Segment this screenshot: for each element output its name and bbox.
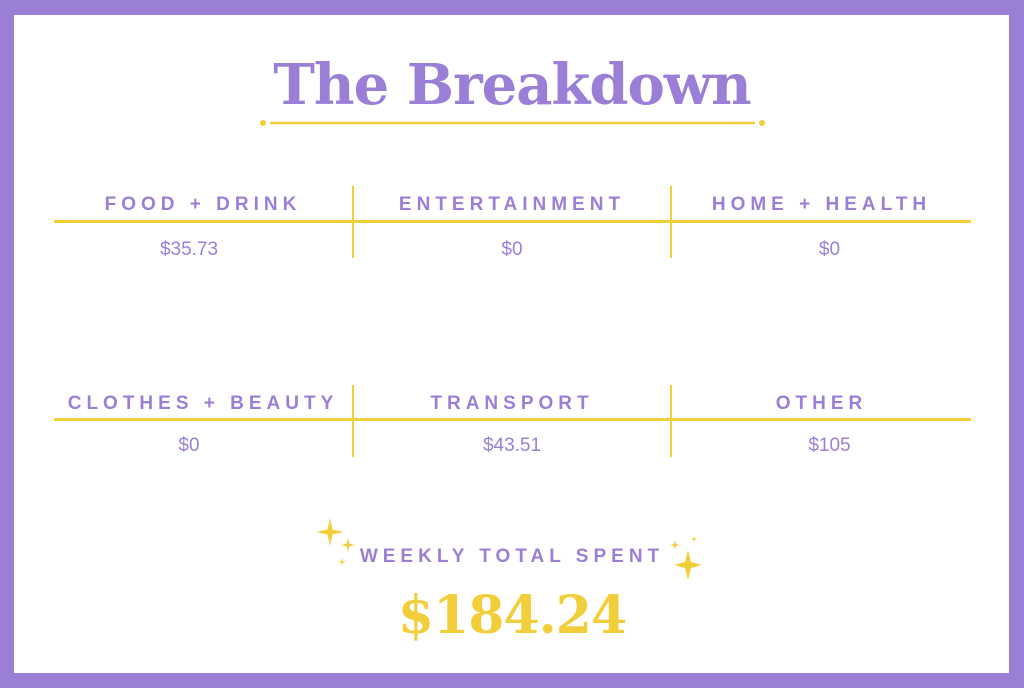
column-divider bbox=[670, 186, 672, 258]
category-label-home-health: HOME + HEALTH bbox=[711, 194, 932, 215]
breakdown-card bbox=[14, 15, 1009, 673]
row-divider bbox=[54, 418, 971, 421]
category-value-clothes-beauty: $0 bbox=[178, 435, 200, 456]
category-value-entertainment: $0 bbox=[501, 239, 523, 260]
category-value-transport: $43.51 bbox=[482, 435, 542, 456]
sparkle-icon bbox=[670, 536, 702, 580]
sparkle-icon bbox=[316, 518, 355, 566]
weekly-total-value: $184.24 bbox=[397, 585, 627, 646]
category-value-home-health: $0 bbox=[818, 239, 841, 260]
category-label-entertainment: ENTERTAINMENT bbox=[398, 194, 626, 215]
category-label-food-drink: FOOD + DRINK bbox=[104, 194, 302, 215]
category-label-other: OTHER bbox=[775, 393, 868, 414]
category-label-transport: TRANSPORT bbox=[430, 393, 594, 414]
column-divider bbox=[670, 385, 672, 457]
title-underline bbox=[260, 120, 765, 126]
category-value-other: $105 bbox=[808, 435, 851, 456]
column-divider bbox=[352, 385, 354, 457]
page-title: The Breakdown bbox=[273, 52, 752, 118]
category-label-clothes-beauty: CLOTHES + BEAUTY bbox=[67, 393, 339, 414]
weekly-total-label: WEEKLY TOTAL SPENT bbox=[359, 546, 665, 567]
row-divider bbox=[54, 220, 971, 223]
category-value-food-drink: $35.73 bbox=[159, 239, 219, 260]
column-divider bbox=[352, 186, 354, 258]
